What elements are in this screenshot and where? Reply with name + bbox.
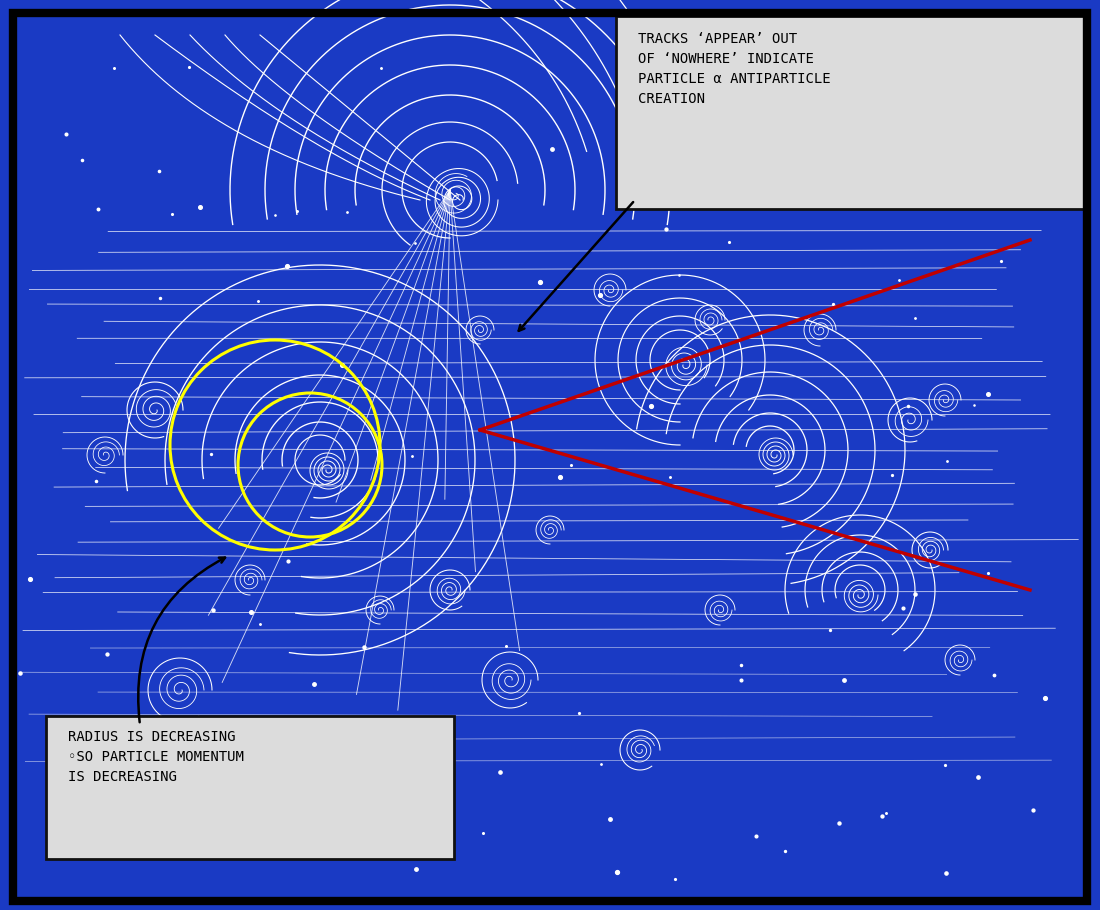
- FancyBboxPatch shape: [46, 716, 454, 859]
- FancyBboxPatch shape: [616, 16, 1084, 209]
- Text: RADIUS IS DECREASING
◦SO PARTICLE MOMENTUM
IS DECREASING: RADIUS IS DECREASING ◦SO PARTICLE MOMENT…: [68, 730, 244, 784]
- Text: TRACKS ‘APPEAR’ OUT
OF ‘NOWHERE’ INDICATE
PARTICLE α ANTIPARTICLE
CREATION: TRACKS ‘APPEAR’ OUT OF ‘NOWHERE’ INDICAT…: [638, 32, 830, 106]
